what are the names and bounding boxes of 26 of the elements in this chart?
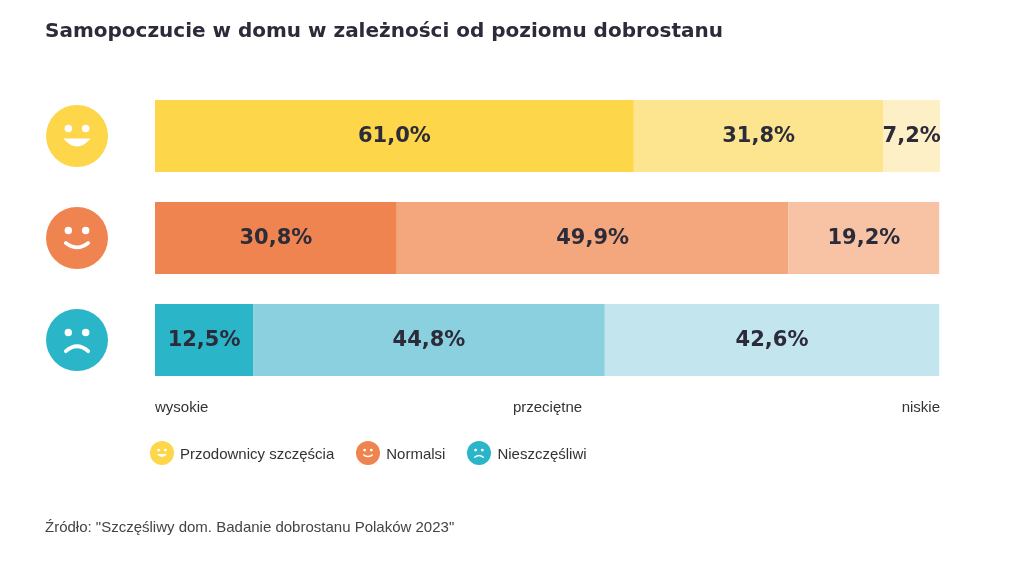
bar xyxy=(155,201,397,275)
bar xyxy=(788,201,940,275)
bar xyxy=(883,99,940,173)
bar xyxy=(396,201,789,275)
bar xyxy=(633,99,884,173)
text: Przodownicy szczęścia xyxy=(180,444,335,462)
data-label: 30,8% xyxy=(239,225,313,249)
bar xyxy=(253,303,605,377)
series-label: wysokie xyxy=(155,398,209,415)
bar xyxy=(604,303,940,377)
text: Normalsi xyxy=(386,444,446,462)
data-label: 42,6% xyxy=(735,327,809,351)
series-label: przeciętne xyxy=(512,398,583,415)
data-label: 19,2% xyxy=(827,225,901,249)
bar xyxy=(155,99,634,173)
data-label: 49,9% xyxy=(556,225,630,249)
data-label: 7,2% xyxy=(882,123,941,147)
data-label: 61,0% xyxy=(358,123,431,147)
data-label: 12,5% xyxy=(167,327,241,351)
bar xyxy=(155,303,254,377)
text: Nieszczęśliwi xyxy=(497,444,587,462)
text: Źródło: "Szczęśliwy dom. Badanie dobrostanu Polaków 2023" xyxy=(45,518,455,535)
data-label: 31,8% xyxy=(722,123,796,147)
chart-title: Samopoczucie w domu w zależności od poziomu dobrostanu xyxy=(45,18,724,42)
data-label: 44,8% xyxy=(392,327,466,351)
series-label: niskie xyxy=(901,398,940,415)
